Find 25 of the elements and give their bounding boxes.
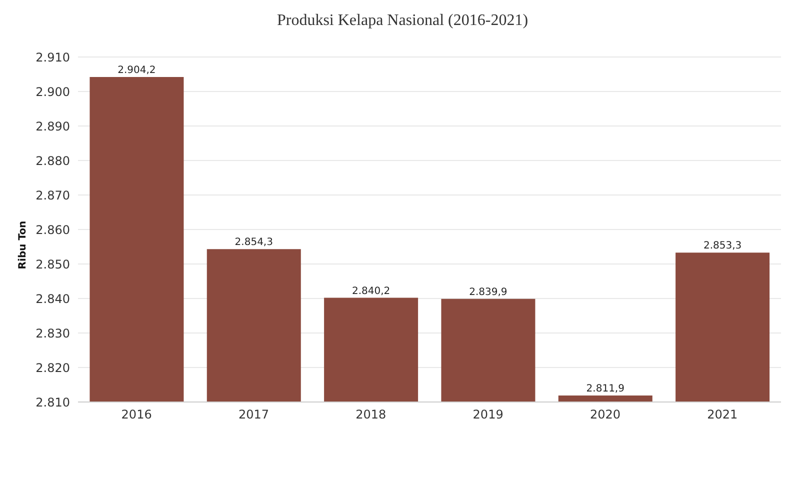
x-tick-label: 2021 [707,408,738,422]
y-tick-label: 2.840 [36,292,70,306]
data-label: 2.811,9 [586,383,624,394]
data-label: 2.853,3 [703,240,742,252]
data-label: 2.904,2 [118,65,156,76]
y-tick-label: 2.880 [36,154,70,168]
data-label: 2.854,3 [234,237,273,248]
x-tick-label: 2020 [590,408,621,422]
y-tick-label: 2.850 [36,257,70,272]
y-tick-label: 2.860 [36,222,70,237]
y-tick-label: 2.890 [36,119,70,134]
y-tick-label: 2.830 [36,326,70,340]
x-tick-label: 2019 [472,408,504,422]
chart-title: Produksi Kelapa Nasional (2016-2021) [276,12,530,30]
y-tick-label: 2.820 [36,360,70,375]
y-tick-label: 2.910 [36,50,70,64]
data-label: 2.840,2 [352,286,390,297]
x-tick-label: 2018 [356,408,386,422]
y-tick-label: 2.900 [36,84,70,99]
data-label: 2.839,9 [469,286,508,298]
x-tick-label: 2017 [238,408,270,422]
y-axis-title: Ribu Ton [18,220,28,270]
y-tick-label: 2.870 [36,188,70,202]
y-tick-label: 2.810 [36,395,70,410]
x-tick-label: 2016 [121,408,152,422]
